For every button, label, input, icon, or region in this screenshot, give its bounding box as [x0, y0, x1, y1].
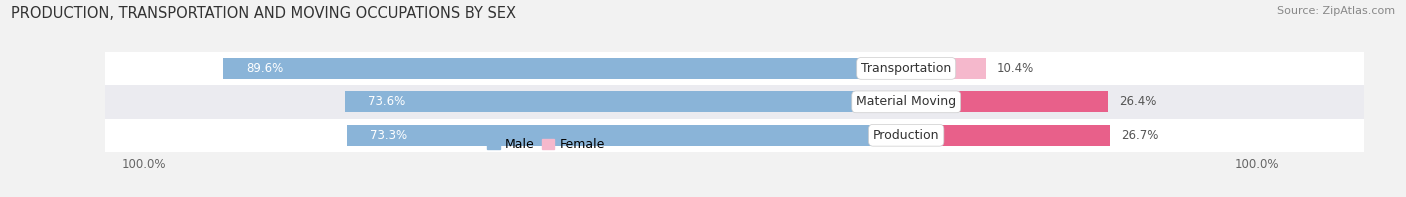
Text: Source: ZipAtlas.com: Source: ZipAtlas.com [1277, 6, 1395, 16]
Bar [907, 58, 986, 79]
Bar [907, 91, 1108, 112]
Text: 10.4%: 10.4% [997, 62, 1035, 75]
Text: 73.3%: 73.3% [370, 129, 408, 142]
Bar [344, 91, 907, 112]
Text: PRODUCTION, TRANSPORTATION AND MOVING OCCUPATIONS BY SEX: PRODUCTION, TRANSPORTATION AND MOVING OC… [11, 6, 516, 21]
Text: Production: Production [873, 129, 939, 142]
Text: 26.7%: 26.7% [1122, 129, 1159, 142]
Text: Material Moving: Material Moving [856, 95, 956, 108]
Bar [907, 125, 1109, 146]
Legend: Male, Female: Male, Female [482, 133, 610, 156]
Text: 26.4%: 26.4% [1119, 95, 1156, 108]
Bar [347, 125, 907, 146]
Text: 73.6%: 73.6% [368, 95, 405, 108]
Text: Transportation: Transportation [860, 62, 952, 75]
Bar [105, 119, 1406, 152]
Bar [105, 85, 1406, 119]
Bar [105, 52, 1406, 85]
Text: 89.6%: 89.6% [246, 62, 283, 75]
Bar [224, 58, 907, 79]
